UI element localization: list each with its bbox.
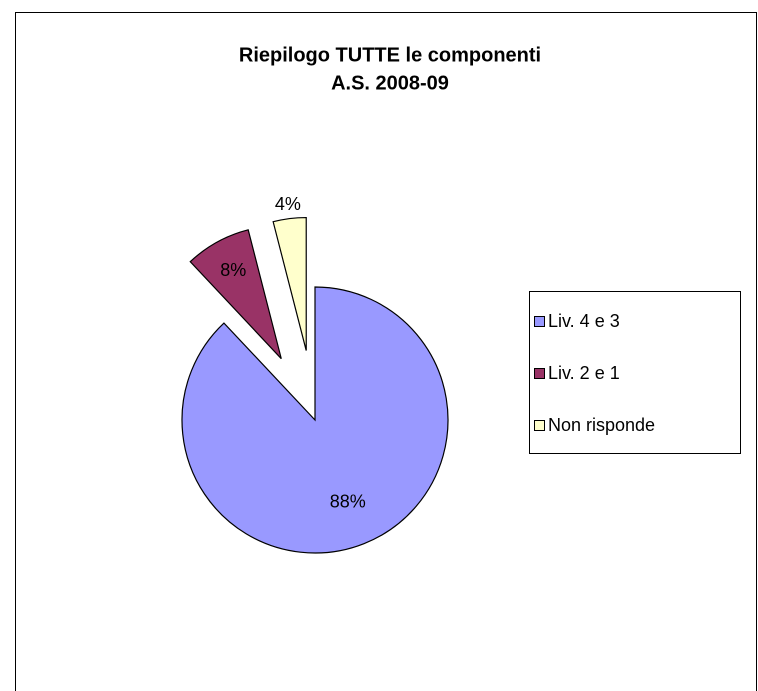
chart-title: Riepilogo TUTTE le componenti bbox=[239, 44, 541, 66]
chart-title: A.S. 2008-09 bbox=[331, 72, 449, 94]
pie-slice bbox=[272, 216, 307, 351]
pie-slice bbox=[189, 229, 282, 360]
legend-label: Liv. 2 e 1 bbox=[548, 363, 620, 383]
data-label: 88% bbox=[330, 492, 366, 512]
data-label: 8% bbox=[220, 260, 246, 280]
legend bbox=[529, 291, 741, 454]
legend-marker bbox=[534, 316, 545, 327]
legend-label: Liv. 4 e 3 bbox=[548, 311, 620, 331]
pie-slice bbox=[181, 286, 449, 554]
legend-label: Non risponde bbox=[548, 415, 655, 435]
legend-marker bbox=[534, 368, 545, 379]
data-label: 4% bbox=[275, 194, 301, 214]
legend-marker bbox=[534, 420, 545, 431]
